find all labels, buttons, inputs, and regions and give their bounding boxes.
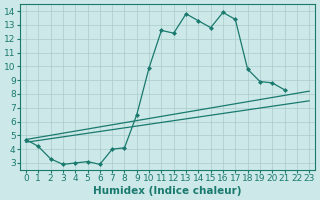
X-axis label: Humidex (Indice chaleur): Humidex (Indice chaleur)	[93, 186, 242, 196]
